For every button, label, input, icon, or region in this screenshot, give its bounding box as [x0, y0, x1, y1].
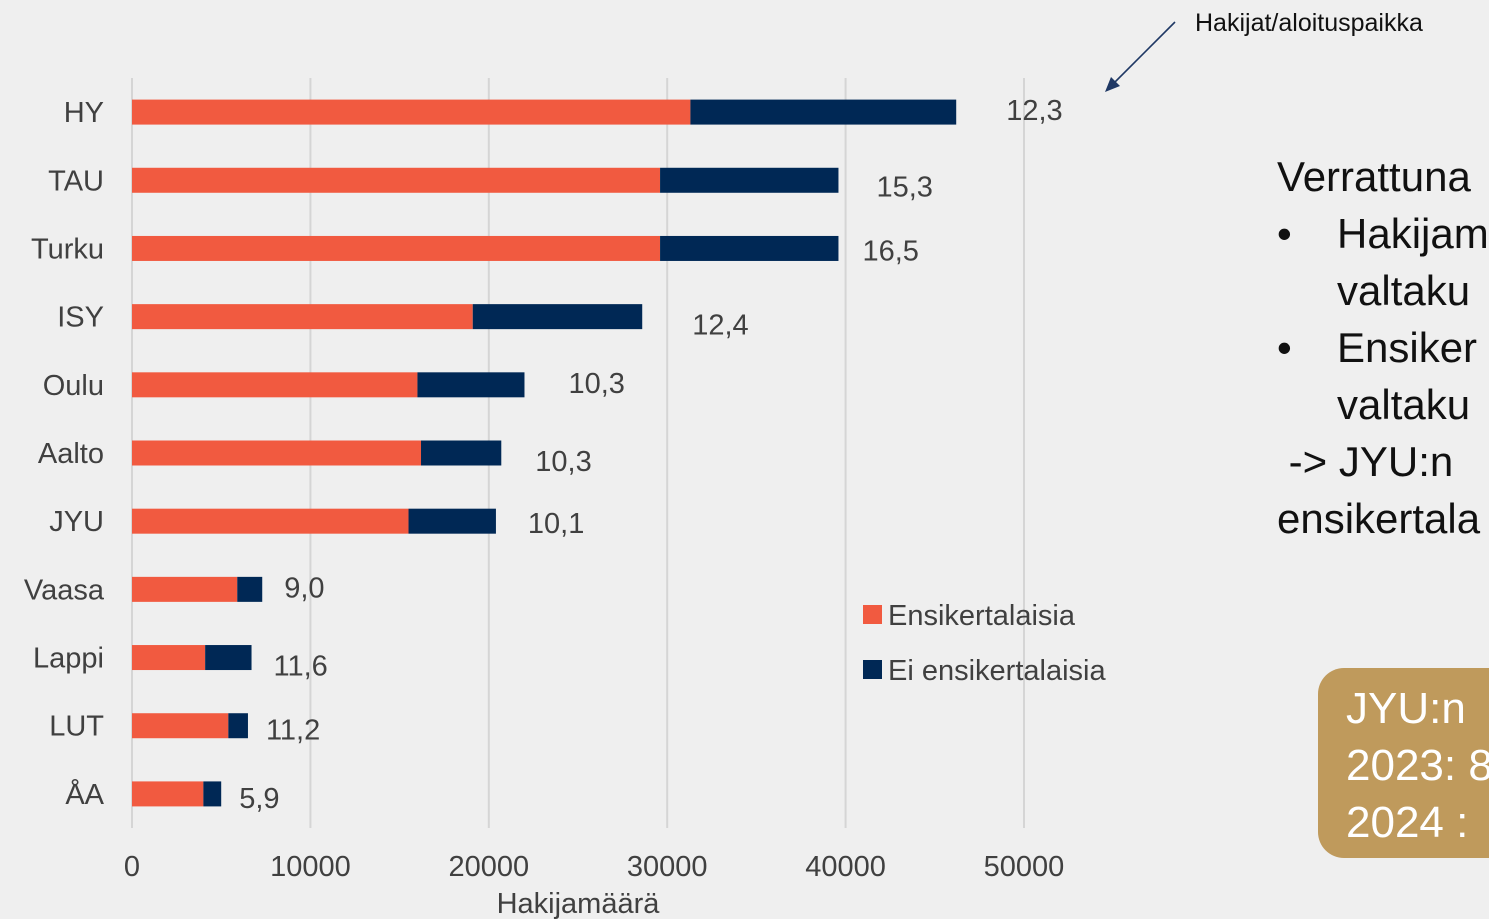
bar-segment — [205, 645, 252, 671]
data-label: 9,0 — [284, 572, 324, 604]
bullet-2-line-1: Ensiker — [1337, 324, 1478, 371]
bars — [132, 99, 957, 807]
side-bullet-2: • Ensiker — [1277, 319, 1489, 376]
data-label: 11,6 — [274, 651, 328, 683]
data-label: 12,3 — [1006, 95, 1062, 127]
info-box-line-1: JYU:n — [1346, 684, 1466, 733]
category-label: HY — [64, 97, 104, 129]
side-conclusion-2: ensikertala — [1277, 495, 1481, 542]
info-box: JYU:n 2023: 8 2024 : — [1318, 668, 1489, 858]
x-axis-title: Hakijamäärä — [497, 888, 661, 919]
category-label: ÅA — [65, 778, 104, 811]
bar-segment — [237, 576, 263, 602]
bar-segment — [132, 235, 661, 261]
data-label: 16,5 — [862, 235, 918, 267]
category-label: Aalto — [38, 438, 104, 470]
bar-segment — [132, 508, 409, 534]
bullet-1-line-2: valtaku — [1337, 267, 1471, 314]
data-label: 10,3 — [535, 446, 591, 478]
bar-segment — [690, 99, 957, 125]
category-label: TAU — [48, 165, 104, 197]
data-label: 5,9 — [239, 783, 279, 815]
bar-segment — [132, 576, 238, 602]
category-label: Oulu — [43, 370, 104, 402]
bar-segment — [132, 781, 204, 807]
x-tick-label: 30000 — [627, 851, 708, 883]
bullet-glyph: • — [1277, 324, 1292, 371]
bar-segment — [132, 645, 206, 671]
side-conclusion-1: -> JYU:n — [1277, 438, 1454, 485]
data-label: 10,1 — [528, 508, 584, 540]
bar-segment — [132, 372, 418, 398]
bullet-1-line-1: Hakijam — [1337, 210, 1489, 257]
side-panel-text: Verrattuna • Hakijam valtaku • Ensiker val… — [1277, 148, 1489, 548]
legend: Ensikertalaisia Ei ensikertalaisia — [863, 600, 1106, 687]
data-label: 12,4 — [692, 310, 748, 342]
data-labels: 12,3 15,3 16,5 12,4 10,3 10,3 10,1 9,0 11,6 11,2 5… — [239, 95, 1062, 815]
data-label: 10,3 — [568, 368, 624, 400]
bar-segment — [421, 440, 502, 466]
bar-segment — [408, 508, 496, 534]
bar-segment — [203, 781, 222, 807]
annotation-arrow — [1109, 21, 1176, 88]
legend-swatch — [863, 660, 882, 679]
side-heading: Verrattuna — [1277, 153, 1471, 200]
legend-swatch — [863, 605, 882, 624]
category-label: JYU — [49, 506, 104, 538]
bullet-2-line-2: valtaku — [1337, 381, 1471, 428]
bar-segment — [132, 304, 473, 330]
bar-segment — [132, 713, 229, 739]
x-tick-labels: 0 10000 20000 30000 40000 50000 — [124, 851, 1064, 883]
info-box-line-3: 2024 : — [1346, 798, 1469, 847]
category-label: ISY — [57, 302, 104, 334]
x-tick-label: 40000 — [805, 851, 886, 883]
legend-label: Ensikertalaisia — [888, 600, 1076, 632]
category-label: Vaasa — [24, 574, 105, 606]
data-label: 15,3 — [876, 171, 932, 203]
annotation: Hakijat/aloituspaikka — [1105, 9, 1423, 92]
bar-segment — [132, 99, 691, 125]
side-bullet-1: • Hakijam — [1277, 205, 1489, 262]
bar-segment — [132, 167, 661, 193]
side-bullet-2-cont: valtaku — [1277, 376, 1489, 433]
bullet-glyph: • — [1277, 210, 1292, 257]
legend-label: Ei ensikertalaisia — [888, 655, 1106, 687]
side-bullet-1-cont: valtaku — [1277, 262, 1489, 319]
category-labels: HY TAU Turku ISY Oulu Aalto JYU Vaasa Lappi LUT ÅA — [24, 97, 105, 811]
bar-segment — [472, 304, 643, 330]
x-tick-label: 10000 — [270, 851, 351, 883]
category-label: LUT — [49, 711, 104, 743]
x-tick-label: 50000 — [984, 851, 1065, 883]
annotation-arrowhead — [1105, 77, 1120, 92]
bar-segment — [660, 235, 839, 261]
category-label: Turku — [31, 233, 104, 265]
annotation-text: Hakijat/aloituspaikka — [1195, 9, 1423, 37]
bar-segment — [132, 440, 422, 466]
category-label: Lappi — [33, 643, 104, 675]
x-tick-label: 0 — [124, 851, 140, 883]
bar-segment — [228, 713, 248, 739]
info-box-line-2: 2023: 8 — [1346, 741, 1489, 790]
bar-segment — [417, 372, 525, 398]
x-tick-label: 20000 — [448, 851, 529, 883]
bar-segment — [660, 167, 839, 193]
data-label: 11,2 — [266, 715, 320, 747]
